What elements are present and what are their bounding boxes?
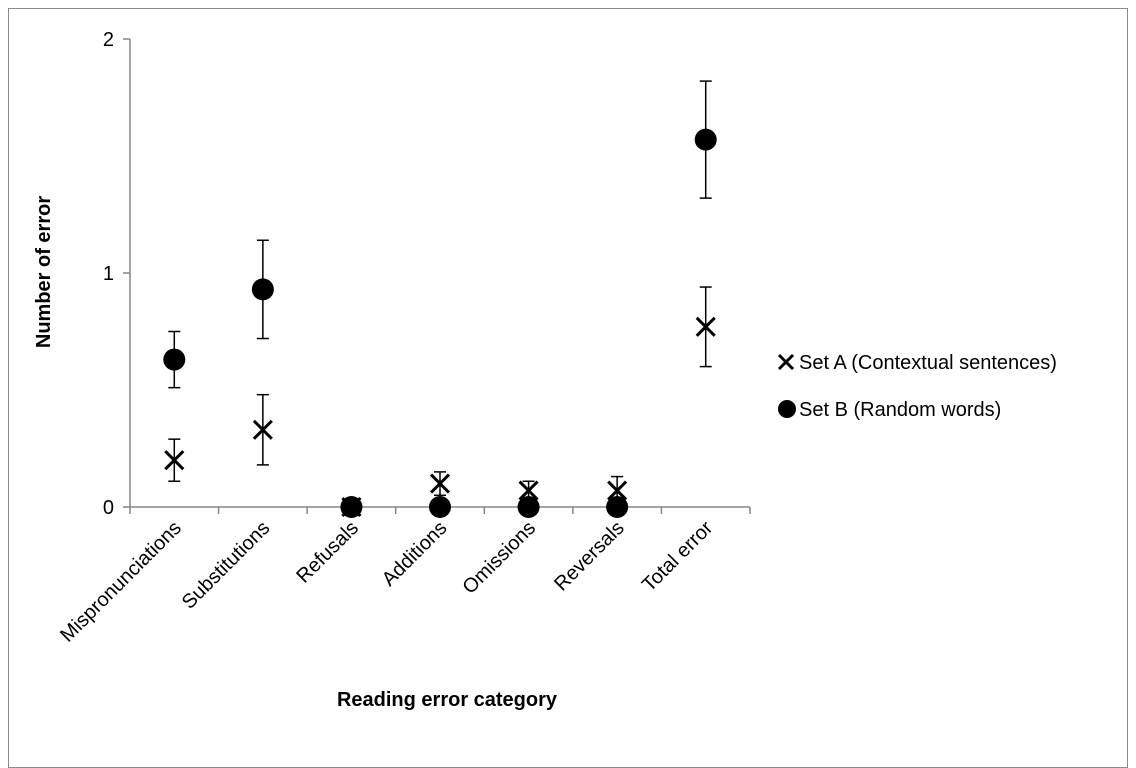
data-point-set-a xyxy=(252,419,273,440)
y-tick-label: 1 xyxy=(103,263,114,285)
data-point-set-b xyxy=(517,496,540,518)
y-ticks: 0 1 2 xyxy=(103,29,130,519)
x-marker-stroke xyxy=(777,353,795,371)
x-marker-stroke xyxy=(695,316,716,337)
legend-marker-x xyxy=(777,353,795,371)
x-marker-stroke xyxy=(429,473,451,494)
legend-item-set-b: Set B (Random words) xyxy=(778,399,1001,421)
x-marker-stroke xyxy=(252,419,273,440)
legend-label-set-a: Set A (Contextual sentences) xyxy=(799,352,1057,374)
data-point-set-a xyxy=(607,480,628,501)
y-tick-label: 2 xyxy=(103,29,114,51)
markers xyxy=(163,128,717,518)
x-tick-label: Reversals xyxy=(550,517,628,595)
legend-x-glyph xyxy=(777,353,795,371)
legend-item-set-a: Set A (Contextual sentences) xyxy=(777,352,1057,374)
x-marker-stroke xyxy=(607,480,628,501)
legend: Set A (Contextual sentences) Set B (Rand… xyxy=(777,352,1057,421)
data-point-set-b xyxy=(251,278,274,301)
x-tick-label: Mispronunciations xyxy=(56,517,186,647)
x-marker-stroke xyxy=(164,450,185,471)
error-bars xyxy=(168,80,712,506)
legend-label-set-b: Set B (Random words) xyxy=(799,399,1001,421)
x-tick-label: Additions xyxy=(378,517,452,591)
data-point-set-b xyxy=(340,496,363,518)
x-tick-label: Total error xyxy=(638,517,717,596)
data-point-set-b xyxy=(694,128,717,151)
data-point-set-b xyxy=(429,496,451,518)
data-point-set-b xyxy=(163,348,186,371)
y-tick-label: 0 xyxy=(103,497,114,519)
data-point-set-a xyxy=(695,316,716,337)
x-marker-stroke xyxy=(518,480,539,501)
data-point-set-a xyxy=(429,473,451,494)
data-point-set-a xyxy=(518,480,539,501)
data-point-set-b xyxy=(606,496,629,518)
legend-circle-glyph xyxy=(778,400,796,418)
x-tick-label: Refusals xyxy=(292,517,363,588)
data-point-set-a xyxy=(164,450,185,471)
legend-marker-circle xyxy=(778,400,796,418)
x-tick-label: Omissions xyxy=(459,517,541,599)
x-axis-title: Reading error category xyxy=(337,689,558,711)
x-tick-label: Substitutions xyxy=(178,517,275,614)
y-axis-title: Number of error xyxy=(33,196,55,348)
